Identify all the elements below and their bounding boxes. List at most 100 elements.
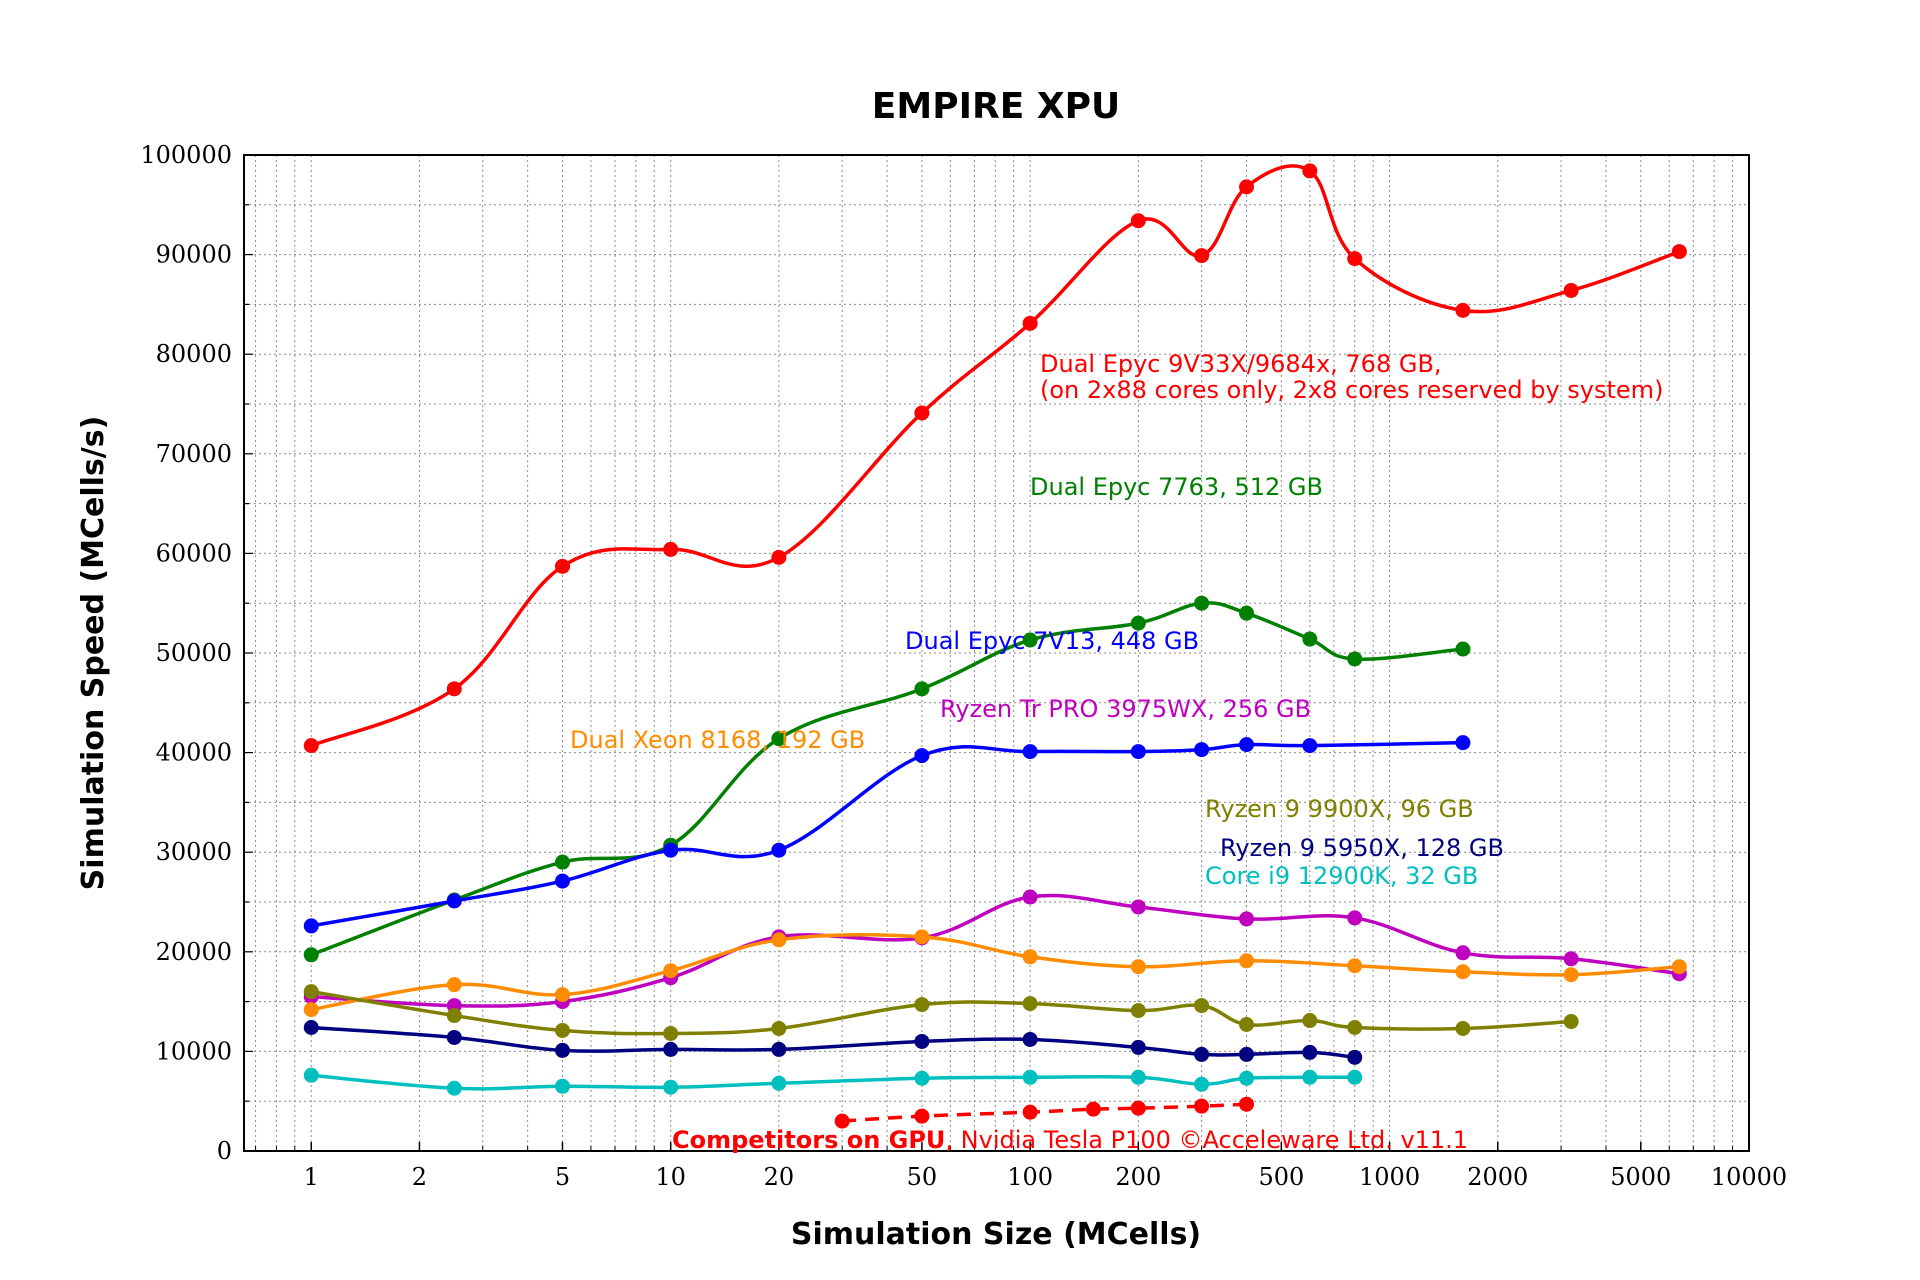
x-tick-label: 500 [1258, 1163, 1304, 1191]
series-annotation: Core i9 12900K, 32 GB [1205, 862, 1478, 890]
x-tick-label: 100 [1007, 1163, 1053, 1191]
y-tick-label: 10000 [156, 1037, 232, 1065]
data-point [914, 748, 930, 764]
data-point [1194, 595, 1210, 611]
series-annotation: Dual Epyc 7763, 512 GB [1030, 473, 1323, 501]
x-tick-label: 1000 [1359, 1163, 1420, 1191]
data-point [1302, 631, 1318, 647]
data-point [1130, 615, 1146, 631]
data-point [1130, 213, 1146, 229]
grid-layer [244, 155, 1749, 1151]
x-tick-label: 10 [655, 1163, 686, 1191]
data-point [1239, 179, 1255, 195]
data-point [1022, 949, 1038, 965]
series-annotation: Ryzen 9 5950X, 128 GB [1220, 834, 1504, 862]
data-point [554, 558, 570, 574]
data-point [771, 549, 787, 565]
data-point [1239, 1096, 1255, 1112]
data-point [834, 1113, 850, 1129]
data-point [663, 963, 679, 979]
data-point [303, 1019, 319, 1035]
data-point [554, 987, 570, 1003]
gpu-note: Competitors on GPU, Nvidia Tesla P100 ©A… [672, 1126, 1468, 1154]
series-annotation: Ryzen Tr PRO 3975WX, 256 GB [940, 695, 1311, 723]
x-tick-label: 2000 [1467, 1163, 1528, 1191]
gpu-note-rest: , Nvidia Tesla P100 ©Acceleware Ltd. v11… [945, 1126, 1468, 1154]
data-point [1239, 1070, 1255, 1086]
data-point [1455, 945, 1471, 961]
data-point [1130, 1069, 1146, 1085]
data-point [1347, 1019, 1363, 1035]
data-point [1194, 998, 1210, 1014]
data-point [303, 738, 319, 754]
data-point [1347, 251, 1363, 267]
data-point [914, 405, 930, 421]
data-point [1347, 910, 1363, 926]
y-tick-label: 90000 [156, 241, 232, 269]
data-point [1302, 1044, 1318, 1060]
data-point [663, 1079, 679, 1095]
data-point [1022, 1104, 1038, 1120]
data-point [1239, 911, 1255, 927]
data-point [1563, 282, 1579, 298]
series-annotation: Ryzen 9 9900X, 96 GB [1205, 795, 1474, 823]
data-point [1302, 738, 1318, 754]
data-point [554, 1078, 570, 1094]
data-point [771, 731, 787, 747]
y-tick-label: 20000 [156, 938, 232, 966]
data-point [1130, 1100, 1146, 1116]
data-point [1022, 996, 1038, 1012]
data-point [1022, 632, 1038, 648]
data-point [1130, 1039, 1146, 1055]
data-point [1347, 651, 1363, 667]
data-point [914, 929, 930, 945]
x-tick-label: 2 [412, 1163, 427, 1191]
data-point [1455, 1020, 1471, 1036]
series-annotation: Dual Epyc 7V13, 448 GB [905, 627, 1199, 655]
annotation-layer: Dual Epyc 9V33X/9684x, 768 GB,(on 2x88 c… [570, 350, 1663, 890]
y-tick-label: 30000 [156, 838, 232, 866]
data-point [303, 1002, 319, 1018]
data-point [1022, 315, 1038, 331]
series-annotation: Dual Xeon 8168, 192 GB [570, 726, 865, 754]
data-point [663, 1041, 679, 1057]
y-tick-label: 100000 [140, 141, 232, 169]
data-point [554, 854, 570, 870]
data-point [771, 932, 787, 948]
chart-title: EMPIRE XPU [872, 86, 1120, 127]
y-axis-label: Simulation Speed (MCells/s) [76, 416, 111, 891]
data-point [1455, 302, 1471, 318]
data-point [663, 1025, 679, 1041]
data-point [1239, 605, 1255, 621]
data-point [446, 893, 462, 909]
data-point [446, 681, 462, 697]
gpu-note-bold: Competitors on GPU [672, 1126, 945, 1154]
data-point [1347, 1069, 1363, 1085]
data-point [554, 1022, 570, 1038]
data-point [1347, 958, 1363, 974]
data-point [1563, 967, 1579, 983]
data-point [1194, 1076, 1210, 1092]
data-point [1239, 737, 1255, 753]
data-point [914, 1033, 930, 1049]
data-point [1194, 248, 1210, 264]
data-point [1455, 641, 1471, 657]
x-tick-label: 10000 [1711, 1163, 1787, 1191]
data-point [446, 977, 462, 993]
data-point [1194, 742, 1210, 758]
data-point [1563, 951, 1579, 967]
data-point [303, 1067, 319, 1083]
data-point [554, 1042, 570, 1058]
data-point [1239, 1046, 1255, 1062]
data-point [1671, 959, 1687, 975]
data-point [1239, 1017, 1255, 1033]
data-point [1130, 744, 1146, 760]
data-point [1130, 899, 1146, 915]
series-line [310, 989, 1572, 1036]
data-point [1302, 163, 1318, 179]
data-point [1347, 1049, 1363, 1065]
series-annotation: Dual Epyc 9V33X/9684x, 768 GB, [1040, 350, 1442, 378]
y-tick-label: 60000 [156, 539, 232, 567]
data-point [303, 947, 319, 963]
